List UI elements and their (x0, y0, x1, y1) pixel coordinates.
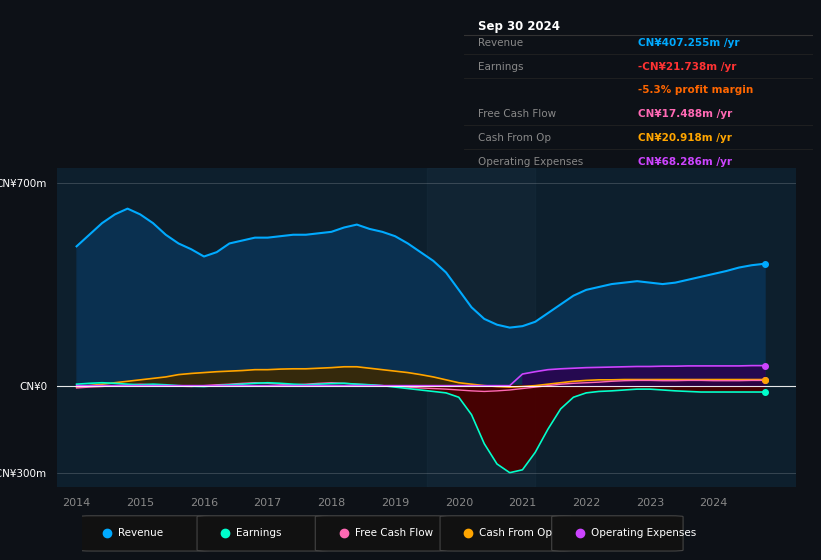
Text: Sep 30 2024: Sep 30 2024 (478, 20, 560, 33)
Text: Earnings: Earnings (236, 529, 282, 538)
Text: CN¥68.286m /yr: CN¥68.286m /yr (639, 157, 732, 167)
Text: -5.3% profit margin: -5.3% profit margin (639, 86, 754, 95)
Text: Revenue: Revenue (118, 529, 163, 538)
Text: Cash From Op: Cash From Op (478, 133, 551, 143)
FancyBboxPatch shape (552, 516, 683, 551)
Bar (427, 168, 535, 487)
Text: Cash From Op: Cash From Op (479, 529, 553, 538)
Text: Operating Expenses: Operating Expenses (478, 157, 583, 167)
FancyBboxPatch shape (197, 516, 328, 551)
Text: Operating Expenses: Operating Expenses (591, 529, 696, 538)
FancyBboxPatch shape (440, 516, 571, 551)
Text: Earnings: Earnings (478, 62, 523, 72)
FancyBboxPatch shape (79, 516, 210, 551)
Text: CN¥20.918m /yr: CN¥20.918m /yr (639, 133, 732, 143)
FancyBboxPatch shape (315, 516, 447, 551)
Text: CN¥407.255m /yr: CN¥407.255m /yr (639, 38, 740, 48)
Text: Free Cash Flow: Free Cash Flow (478, 109, 556, 119)
Text: Revenue: Revenue (478, 38, 523, 48)
Text: -CN¥21.738m /yr: -CN¥21.738m /yr (639, 62, 736, 72)
Text: Free Cash Flow: Free Cash Flow (355, 529, 433, 538)
Text: CN¥17.488m /yr: CN¥17.488m /yr (639, 109, 732, 119)
